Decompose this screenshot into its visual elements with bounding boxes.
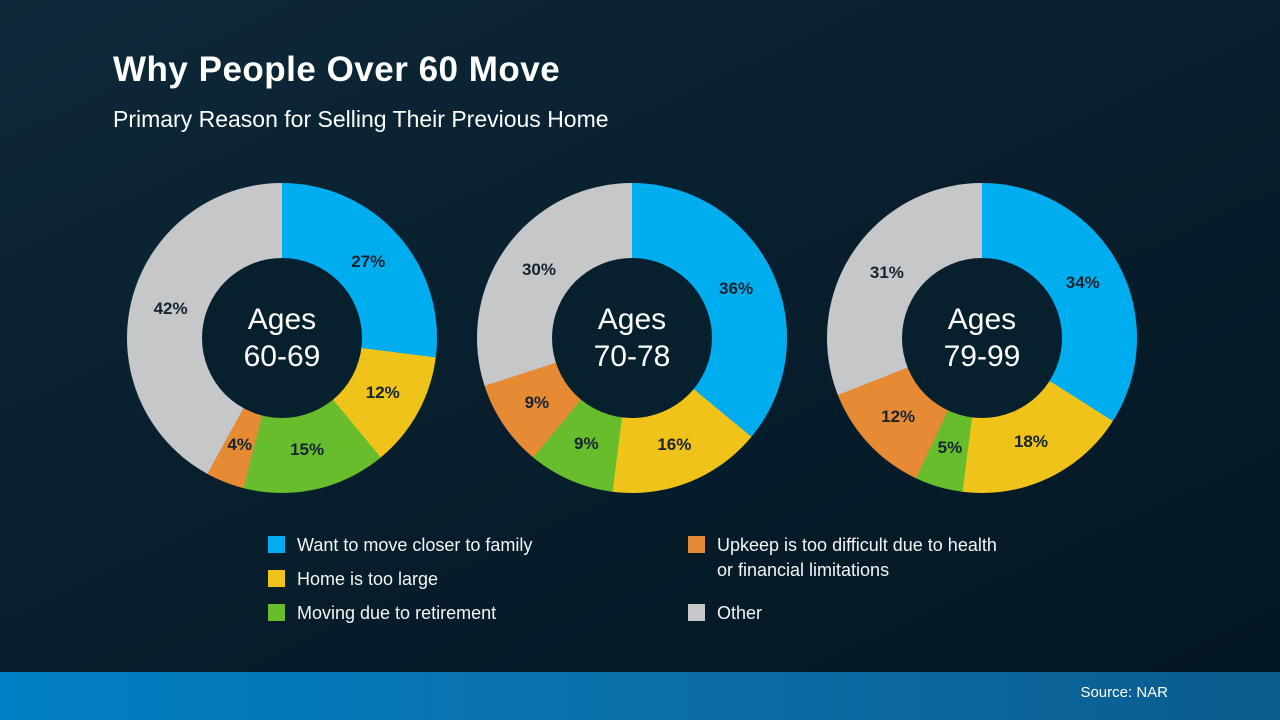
legend-label: Upkeep is too difficult due to health or… [717,535,997,581]
slice-value-label: 18% [1013,432,1048,452]
donut-center-line2: 79-99 [943,340,1021,373]
slice-value-label: 9% [524,392,550,412]
legend-label: Want to move closer to family [297,535,533,555]
legend-label: Home is too large [297,569,439,589]
legend-item-upkeep-too-difficult: Upkeep is too difficult due to health or… [688,533,1017,583]
footer-bar: Source: NAR [0,672,1280,720]
slice-value-label: 9% [574,433,599,453]
legend-swatch-other [688,604,705,621]
legend-swatch-move-closer-to-family [268,536,285,553]
page-title: Why People Over 60 Move [113,50,561,89]
page-subtitle: Primary Reason for Selling Their Previou… [113,106,609,132]
donut-center-ages-70-78: Ages 70-78 [552,258,712,418]
legend-label: Other [717,603,763,623]
slice-value-label: 27% [351,251,386,271]
donut-center-line1: Ages [947,302,1017,336]
slice-value-label: 15% [290,440,325,460]
legend-item-other: Other [688,601,762,626]
donut-center-ages-79-99: Ages 79-99 [902,258,1062,418]
slice-value-label: 16% [657,434,692,454]
slice-value-label: 30% [521,260,556,280]
legend-item-moving-due-to-retirement: Moving due to retirement [268,601,496,626]
source-text: Source: NAR [1080,684,1168,701]
slice-value-label: 42% [153,299,188,319]
legend-swatch-moving-due-to-retirement [268,604,285,621]
donut-chart-ages-79-99: Ages 79-99 34% 18% 5% 12% 31% [827,183,1137,493]
slice-value-label: 5% [937,438,963,458]
slice-value-label: 12% [365,383,400,403]
slice-value-label: 34% [1065,272,1100,292]
legend-item-move-closer-to-family: Want to move closer to family [268,533,532,558]
donut-chart-ages-60-69: Ages 60-69 27% 12% 15% 4% 42% [127,183,437,493]
legend-swatch-home-too-large [268,570,285,587]
legend-swatch-upkeep-too-difficult [688,536,705,553]
donut-charts-row: Ages 60-69 27% 12% 15% 4% 42% Ages 70-78 36%… [127,183,1137,493]
donut-chart-ages-70-78: Ages 70-78 36% 16% 9% 9% 30% [477,183,787,493]
legend-label: Moving due to retirement [297,603,497,623]
slice-value-label: 12% [881,406,916,426]
donut-center-line2: 60-69 [243,340,321,373]
donut-center-ages-60-69: Ages 60-69 [202,258,362,418]
slice-value-label: 36% [719,279,754,299]
slice-value-label: 4% [227,434,252,454]
donut-center-line1: Ages [247,302,317,336]
donut-center-line2: 70-78 [593,340,671,373]
legend-item-home-too-large: Home is too large [268,567,438,592]
slice-value-label: 31% [869,263,904,283]
donut-center-line1: Ages [597,302,667,336]
